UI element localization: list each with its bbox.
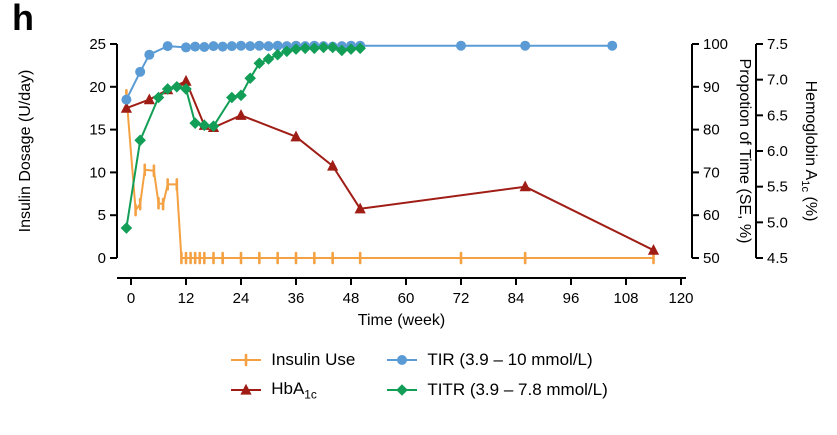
svg-text:120: 120 — [668, 290, 693, 307]
svg-text:20: 20 — [89, 79, 106, 96]
legend-item-insulin-use: Insulin Use — [229, 350, 355, 370]
svg-text:72: 72 — [453, 290, 470, 307]
diamond-marker-icon — [387, 384, 418, 396]
axes: 0 12 24 36 48 60 72 84 96 108 120 Time (week) 0 5 10 15… — [17, 36, 819, 329]
legend-label: TIR (3.9 – 10 mmol/L) — [427, 350, 593, 369]
svg-text:Insulin Dosage (U/day): Insulin Dosage (U/day) — [17, 70, 34, 233]
svg-text:96: 96 — [563, 290, 580, 307]
svg-text:10: 10 — [89, 164, 106, 181]
percent-axis: 50 60 70 80 90 100 Propotion of Time (SE, %) — [691, 36, 753, 267]
legend-item-tir: TIR (3.9 – 10 mmol/L) — [385, 350, 607, 370]
svg-text:90: 90 — [703, 79, 720, 96]
series-tir — [121, 40, 618, 105]
svg-text:108: 108 — [613, 290, 638, 307]
svg-text:48: 48 — [343, 290, 360, 307]
svg-text:24: 24 — [233, 290, 250, 307]
legend-item-hba1c: HbA1c — [229, 379, 355, 401]
circle-marker-icon — [387, 355, 418, 365]
svg-text:5.5: 5.5 — [767, 179, 788, 196]
series-titr — [120, 41, 366, 234]
series-insulin-use — [125, 89, 655, 265]
svg-text:5: 5 — [98, 207, 106, 224]
svg-text:6.0: 6.0 — [767, 143, 788, 160]
legend-label: HbA1c — [271, 379, 317, 402]
chart: 0 12 24 36 48 60 72 84 96 108 120 Time (week) 0 5 10 15… — [17, 36, 819, 329]
hba1c-axis: 4.5 5.0 5.5 6.0 6.5 7.0 7.5 Hemoglobin A1c (%) — [755, 36, 819, 267]
svg-text:80: 80 — [703, 122, 720, 139]
svg-text:Time (week): Time (week) — [358, 312, 445, 329]
legend: Insulin Use TIR (3.9 – 10 mmol/L) HbA1c TIT… — [0, 350, 837, 401]
series — [120, 40, 660, 265]
svg-text:84: 84 — [508, 290, 525, 307]
svg-text:70: 70 — [703, 164, 720, 181]
svg-text:0: 0 — [127, 290, 135, 307]
vtick-marker-icon — [231, 353, 262, 367]
svg-text:4.5: 4.5 — [767, 250, 788, 267]
svg-text:5.0: 5.0 — [767, 214, 788, 231]
svg-text:100: 100 — [703, 36, 728, 53]
svg-text:36: 36 — [288, 290, 305, 307]
svg-text:50: 50 — [703, 250, 720, 267]
legend-label: TITR (3.9 – 7.8 mmol/L) — [427, 380, 608, 400]
series-hba1c — [120, 74, 660, 255]
svg-text:7.0: 7.0 — [767, 72, 788, 89]
svg-text:60: 60 — [398, 290, 415, 307]
panel-label: h — [12, 0, 34, 38]
svg-text:Propotion of Time (SE, %): Propotion of Time (SE, %) — [736, 59, 753, 244]
svg-text:Hemoglobin A1c (%): Hemoglobin A1c (%) — [799, 81, 819, 222]
svg-text:60: 60 — [703, 207, 720, 224]
svg-text:25: 25 — [89, 36, 106, 53]
triangle-marker-icon — [231, 383, 262, 395]
legend-item-titr: TITR (3.9 – 7.8 mmol/L) — [385, 380, 608, 400]
svg-text:15: 15 — [89, 122, 106, 139]
legend-label: Insulin Use — [271, 350, 356, 369]
svg-text:12: 12 — [178, 290, 195, 307]
left-axis: 0 5 10 15 20 25 Insulin Dosage (U/day) — [17, 36, 118, 267]
svg-text:6.5: 6.5 — [767, 107, 788, 124]
svg-text:0: 0 — [98, 250, 106, 267]
svg-text:7.5: 7.5 — [767, 36, 788, 53]
x-axis: 0 12 24 36 48 60 72 84 96 108 120 Time (week) — [117, 277, 694, 329]
